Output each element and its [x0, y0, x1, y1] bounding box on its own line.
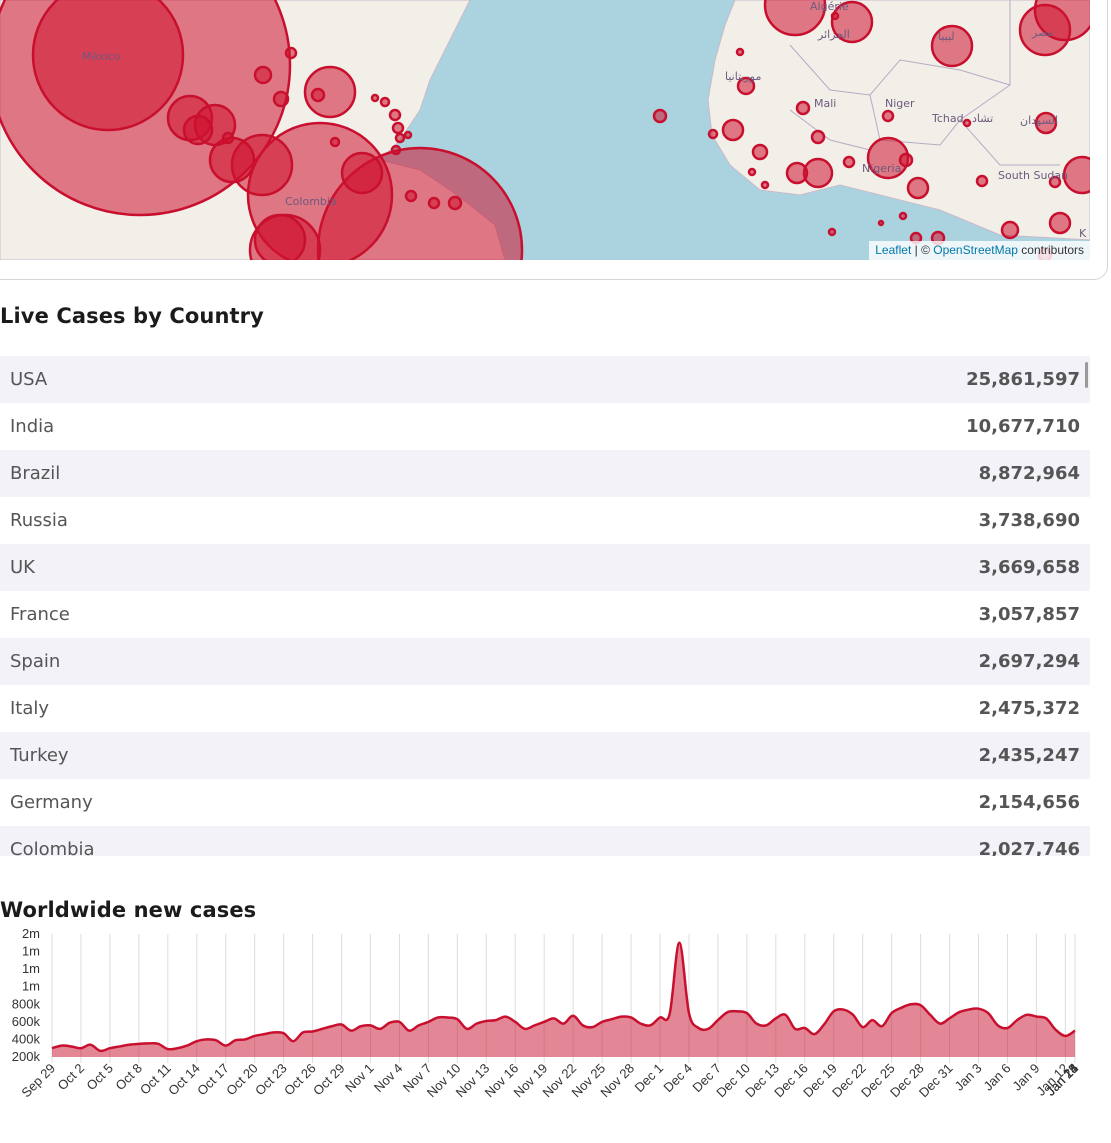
map-label-colombia: Colombia — [285, 195, 337, 208]
x-tick-label: Oct 23 — [252, 1061, 290, 1099]
y-tick-label: 1m — [22, 961, 40, 976]
y-tick-label: 200k — [12, 1049, 41, 1064]
country-name: Turkey — [10, 745, 69, 766]
map-card: México Colombia Mali Niger Tchad تشاد Ni… — [0, 0, 1108, 280]
map-label-libya-ar: ليبيا — [938, 30, 955, 43]
y-tick-label: 1m — [22, 944, 40, 959]
case-count: 2,435,247 — [978, 745, 1080, 766]
x-tick-label: Oct 20 — [223, 1061, 261, 1099]
case-count: 3,669,658 — [978, 557, 1080, 578]
country-name: Russia — [10, 510, 68, 531]
country-name: India — [10, 416, 55, 437]
map-label-tchad: Tchad — [931, 112, 964, 125]
y-tick-label: 1m — [22, 979, 40, 994]
case-count: 2,027,746 — [978, 839, 1080, 856]
table-row: India 10,677,710 — [0, 403, 1090, 450]
new-cases-area — [52, 942, 1075, 1057]
map-label-kenya: K — [1079, 227, 1087, 240]
map-canvas[interactable]: México Colombia Mali Niger Tchad تشاد Ni… — [0, 0, 1090, 260]
map-label-south-sudan: South Sudan — [998, 169, 1068, 182]
table-row: Turkey 2,435,247 — [0, 732, 1090, 779]
country-name: Spain — [10, 651, 61, 672]
map-label-sudan-ar: السودان — [1020, 114, 1058, 127]
table-row: UK 3,669,658 — [0, 544, 1090, 591]
leaflet-link[interactable]: Leaflet — [875, 243, 912, 257]
x-tick-label: Oct 17 — [194, 1061, 232, 1099]
y-axis-ticks: 2m 1m 1m 1m 800k 600k 400k 200k — [12, 926, 41, 1064]
x-tick-label: Oct 26 — [281, 1061, 319, 1099]
country-name: UK — [10, 557, 35, 578]
case-markers — [0, 0, 1090, 260]
x-tick-label: Oct 5 — [83, 1061, 116, 1094]
map-label-mali: Mali — [814, 97, 836, 110]
table-row: Brazil 8,872,964 — [0, 450, 1090, 497]
table-row: France 3,057,857 — [0, 591, 1090, 638]
x-tick-label: Oct 14 — [165, 1061, 203, 1099]
map-label-mexico: México — [82, 50, 121, 63]
case-count: 3,738,690 — [978, 510, 1080, 531]
attribution-contributors: contributors — [1017, 243, 1084, 257]
cases-map[interactable]: México Colombia Mali Niger Tchad تشاد Ni… — [0, 0, 1090, 260]
table-row: Colombia 2,027,746 — [0, 826, 1090, 856]
map-label-tchad-ar: تشاد — [972, 112, 993, 125]
live-cases-title: Live Cases by Country — [0, 304, 264, 328]
y-tick-label: 2m — [22, 926, 40, 941]
live-cases-table[interactable]: USA 25,861,597 India 10,677,710 Brazil 8… — [0, 356, 1090, 856]
y-tick-label: 800k — [12, 996, 41, 1011]
x-tick-label: Dec 4 — [660, 1061, 695, 1096]
osm-link[interactable]: OpenStreetMap — [933, 243, 1018, 257]
x-tick-label: Nov 1 — [342, 1061, 377, 1096]
attribution-separator: | © — [911, 243, 934, 257]
table-scrollbar[interactable] — [1085, 362, 1088, 388]
table-row: Spain 2,697,294 — [0, 638, 1090, 685]
map-label-nigeria: Nigeria — [862, 162, 901, 175]
country-name: France — [10, 604, 70, 625]
map-label-algeria-ar: الجزائر — [817, 28, 850, 41]
case-count: 2,697,294 — [978, 651, 1080, 672]
x-tick-label: Nov 4 — [371, 1061, 406, 1096]
x-tick-label: Oct 29 — [310, 1061, 348, 1099]
marker-mexico — [31, 0, 185, 132]
map-label-niger: Niger — [885, 97, 915, 110]
country-name: Brazil — [10, 463, 61, 484]
country-name: Germany — [10, 792, 93, 813]
x-tick-label: Jan 6 — [980, 1061, 1013, 1094]
y-tick-label: 400k — [12, 1031, 41, 1046]
country-name: Italy — [10, 698, 50, 719]
map-attribution: Leaflet | © OpenStreetMap contributors — [869, 241, 1090, 260]
x-tick-label: Sep 29 — [18, 1061, 58, 1101]
case-count: 2,154,656 — [978, 792, 1080, 813]
table-row: Germany 2,154,656 — [0, 779, 1090, 826]
case-count: 3,057,857 — [978, 604, 1080, 625]
case-count: 25,861,597 — [966, 369, 1080, 390]
x-tick-label: Dec 1 — [632, 1061, 667, 1096]
case-count: 8,872,964 — [978, 463, 1080, 484]
x-tick-label: Oct 2 — [54, 1061, 87, 1094]
table-row: USA 25,861,597 — [0, 356, 1090, 403]
country-name: Colombia — [10, 839, 95, 856]
new-cases-line — [51, 941, 1076, 1053]
y-tick-label: 600k — [12, 1014, 41, 1029]
case-count: 2,475,372 — [978, 698, 1080, 719]
x-tick-label: Jan 3 — [952, 1061, 985, 1094]
new-cases-chart: 2m 1m 1m 1m 800k 600k 400k 200k Sep 29 Oct 2 Oct … — [0, 922, 1090, 1143]
case-count: 10,677,710 — [966, 416, 1080, 437]
chart-title: Worldwide new cases — [0, 898, 257, 922]
table-row: Italy 2,475,372 — [0, 685, 1090, 732]
map-label-mauritania-ar: موريتانيا — [725, 70, 761, 83]
map-label-egypt-ar: مصر — [1031, 26, 1054, 39]
country-name: USA — [10, 369, 48, 390]
map-label-algeria: Algérie — [810, 0, 849, 13]
table-row: Russia 3,738,690 — [0, 497, 1090, 544]
